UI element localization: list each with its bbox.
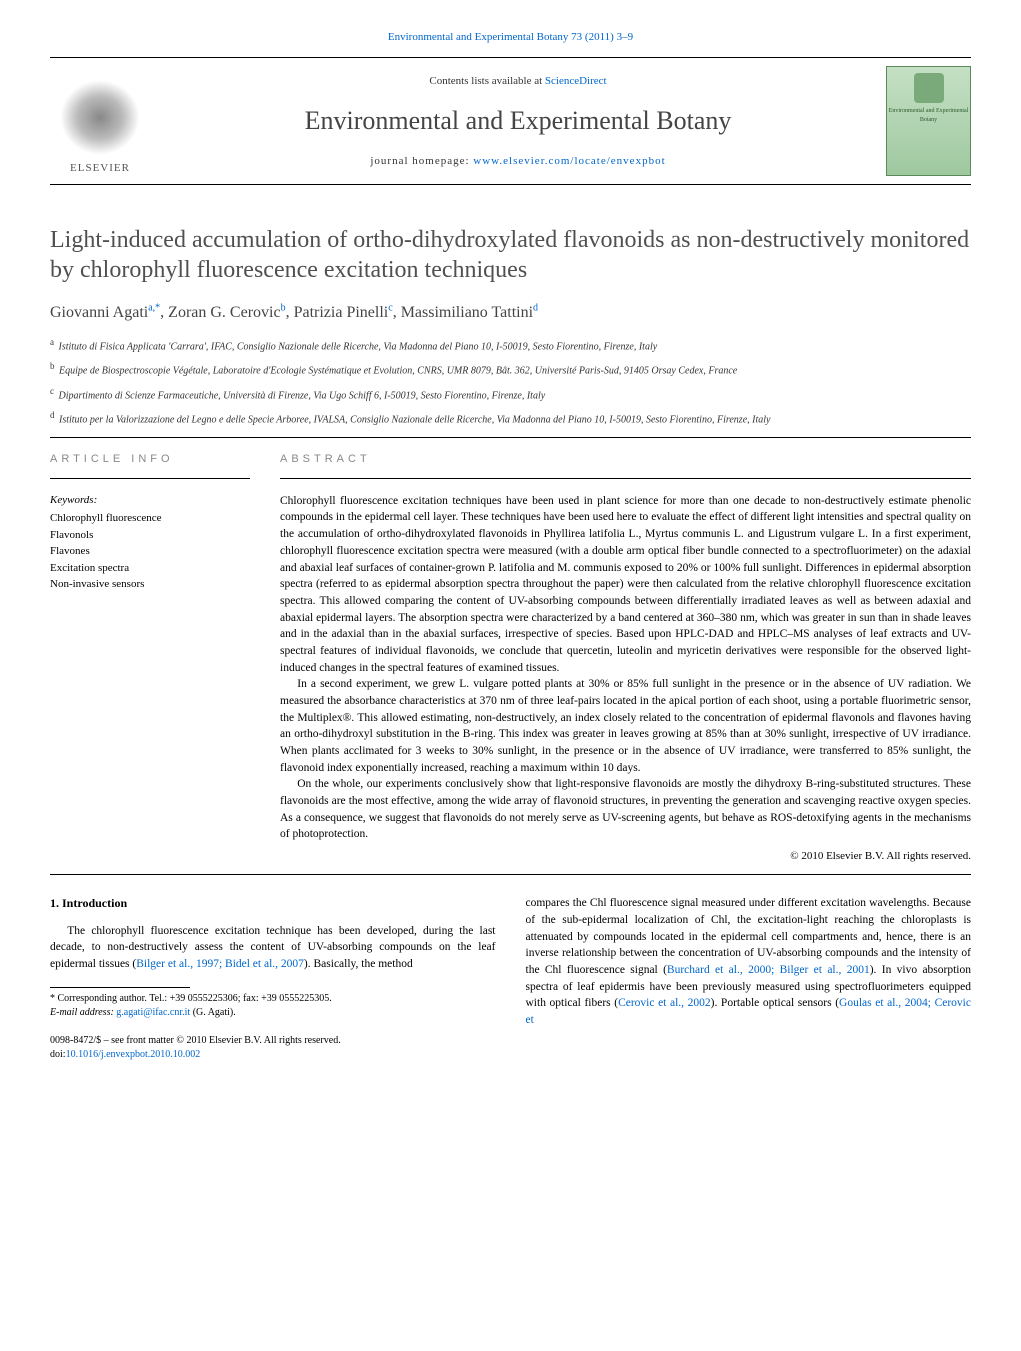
authors-line: Giovanni Agatia,*, Zoran G. Cerovicb, Pa… [50, 301, 971, 324]
keyword-item: Excitation spectra [50, 560, 250, 577]
affiliation: c Dipartimento di Scienze Farmaceutiche,… [50, 385, 971, 403]
keyword-item: Chlorophyll fluorescence [50, 510, 250, 527]
keyword-item: Flavones [50, 543, 250, 560]
header-center: Contents lists available at ScienceDirec… [150, 74, 886, 169]
email-after: (G. Agati). [190, 1007, 236, 1018]
affiliation-sup: c [50, 386, 54, 396]
keywords-label: Keywords: [50, 493, 250, 508]
elsevier-tree-icon [60, 80, 140, 155]
journal-header-box: ELSEVIER Contents lists available at Sci… [50, 57, 971, 185]
divider-rule [50, 437, 971, 438]
abstract-paragraph: Chlorophyll fluorescence excitation tech… [280, 493, 971, 676]
citation-link-cerovic[interactable]: Cerovic et al., 2002 [618, 997, 711, 1009]
journal-cover-thumbnail: Environmental and Experimental Botany [886, 66, 971, 176]
homepage-label: journal homepage: [370, 155, 473, 167]
affiliation: d Istituto per la Valorizzazione del Leg… [50, 409, 971, 427]
author: Zoran G. Cerovicb [168, 304, 285, 321]
abstract-text: Chlorophyll fluorescence excitation tech… [280, 493, 971, 843]
citation-link-bilger[interactable]: Bilger et al., 1997; Bidel et al., 2007 [136, 958, 304, 970]
doi-line: doi:10.1016/j.envexpbot.2010.10.002 [50, 1048, 496, 1062]
section-heading-intro: 1. Introduction [50, 895, 496, 912]
cover-icon [914, 73, 944, 103]
right-paragraph: compares the Chl fluorescence signal mea… [526, 895, 972, 1028]
journal-ref-link[interactable]: Environmental and Experimental Botany 73… [388, 31, 633, 43]
affiliation: a Istituto di Fisica Applicata 'Carrara'… [50, 336, 971, 354]
email-link[interactable]: g.agati@ifac.cnr.it [116, 1007, 190, 1018]
footnote-rule [50, 987, 190, 988]
abstract-rule [280, 478, 971, 479]
keyword-item: Non-invasive sensors [50, 576, 250, 593]
body-left-column: 1. Introduction The chlorophyll fluoresc… [50, 895, 496, 1061]
body-columns: 1. Introduction The chlorophyll fluoresc… [50, 895, 971, 1061]
author: Patrizia Pinellic [294, 304, 393, 321]
abstract-heading: abstract [280, 452, 971, 467]
email-label: E-mail address: [50, 1007, 116, 1018]
elsevier-label: ELSEVIER [70, 161, 130, 176]
homepage-link[interactable]: www.elsevier.com/locate/envexpbot [473, 155, 665, 167]
sciencedirect-link[interactable]: ScienceDirect [545, 75, 607, 87]
author-sup: d [533, 302, 538, 313]
affiliation: b Equipe de Biospectroscopie Végétale, L… [50, 360, 971, 378]
divider-rule-2 [50, 874, 971, 875]
bottom-meta: 0098-8472/$ – see front matter © 2010 El… [50, 1034, 496, 1062]
cover-text: Environmental and Experimental Botany [887, 107, 970, 124]
intro-paragraph: The chlorophyll fluorescence excitation … [50, 923, 496, 973]
journal-reference-header: Environmental and Experimental Botany 73… [50, 30, 971, 45]
author: Giovanni Agatia,* [50, 304, 160, 321]
corresponding-footnote: * Corresponding author. Tel.: +39 055522… [50, 992, 496, 1020]
contents-label: Contents lists available at [429, 75, 544, 87]
body-right-column: compares the Chl fluorescence signal mea… [526, 895, 972, 1061]
citation-link-burchard[interactable]: Burchard et al., 2000; Bilger et al., 20… [667, 964, 870, 976]
right-text-3: ). Portable optical sensors ( [711, 997, 839, 1009]
doi-link[interactable]: 10.1016/j.envexpbot.2010.10.002 [66, 1049, 201, 1060]
email-line: E-mail address: g.agati@ifac.cnr.it (G. … [50, 1006, 496, 1020]
doi-label: doi: [50, 1049, 66, 1060]
corresponding-line: * Corresponding author. Tel.: +39 055522… [50, 992, 496, 1006]
contents-line: Contents lists available at ScienceDirec… [170, 74, 866, 89]
info-rule [50, 478, 250, 479]
abstract-column: abstract Chlorophyll fluorescence excita… [280, 452, 971, 864]
article-title: Light-induced accumulation of ortho-dihy… [50, 225, 971, 285]
abstract-paragraph: On the whole, our experiments conclusive… [280, 776, 971, 843]
keyword-item: Flavonols [50, 527, 250, 544]
author-sup: c [388, 302, 392, 313]
journal-name: Environmental and Experimental Botany [170, 103, 866, 139]
intro-text-2: ). Basically, the method [304, 958, 413, 970]
article-info-heading: article info [50, 452, 250, 467]
affiliation-sup: d [50, 410, 55, 420]
homepage-line: journal homepage: www.elsevier.com/locat… [170, 154, 866, 169]
author-sup: b [281, 302, 286, 313]
affiliation-sup: a [50, 337, 54, 347]
elsevier-logo: ELSEVIER [50, 66, 150, 176]
issn-line: 0098-8472/$ – see front matter © 2010 El… [50, 1034, 496, 1048]
abstract-paragraph: In a second experiment, we grew L. vulga… [280, 676, 971, 776]
author: Massimiliano Tattinid [401, 304, 538, 321]
article-info-column: article info Keywords: Chlorophyll fluor… [50, 452, 250, 864]
affiliation-sup: b [50, 361, 55, 371]
info-abstract-row: article info Keywords: Chlorophyll fluor… [50, 452, 971, 864]
author-sup: a,* [148, 302, 160, 313]
abstract-copyright: © 2010 Elsevier B.V. All rights reserved… [280, 849, 971, 864]
